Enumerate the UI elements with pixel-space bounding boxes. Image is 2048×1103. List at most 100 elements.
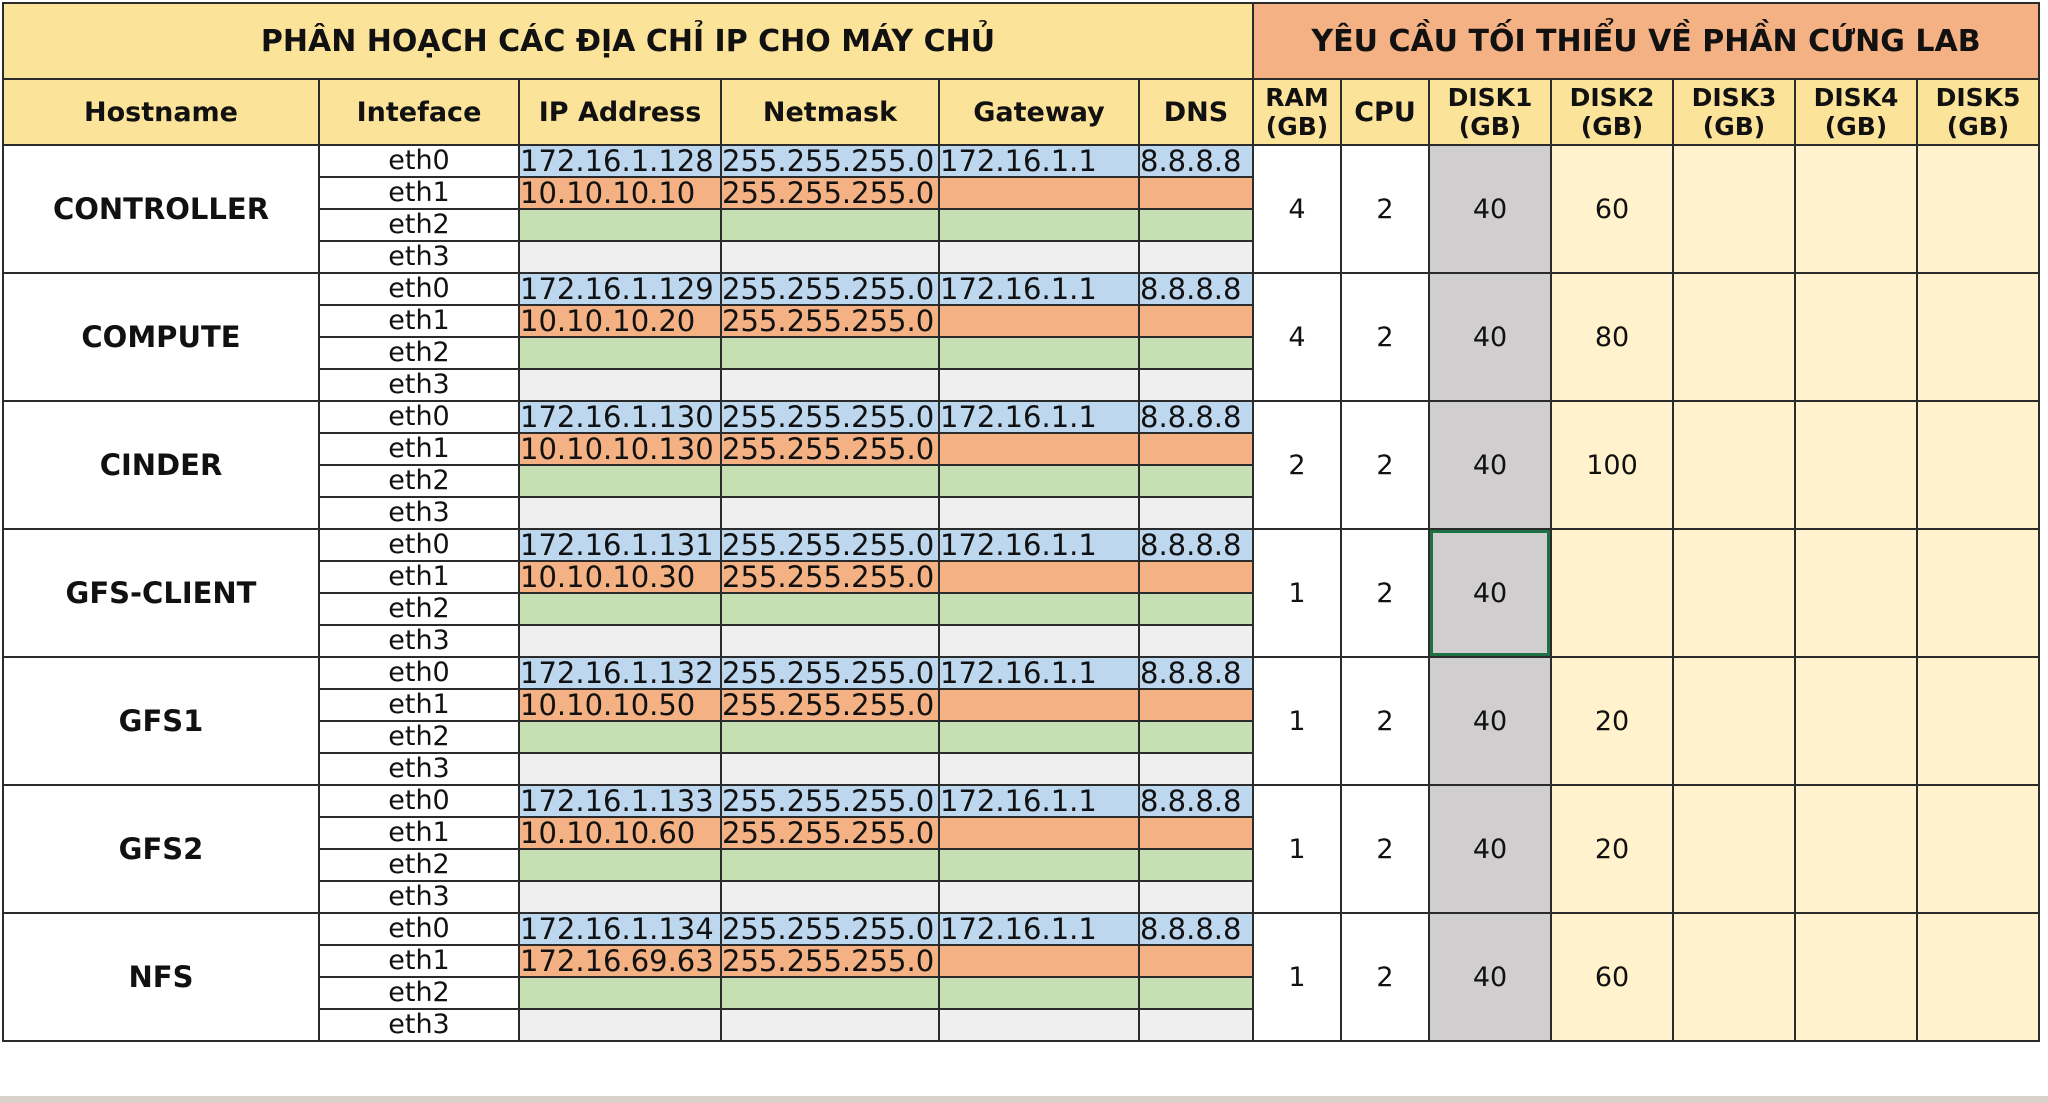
ip-cell[interactable]	[518, 368, 722, 402]
disk3-cell[interactable]	[1672, 784, 1796, 914]
netmask-cell[interactable]: 255.255.255.0	[720, 400, 940, 434]
gateway-cell[interactable]: 172.16.1.1	[938, 912, 1140, 946]
interface-cell[interactable]: eth2	[318, 848, 520, 882]
ip-cell[interactable]: 172.16.1.132	[518, 656, 722, 690]
netmask-cell[interactable]	[720, 240, 940, 274]
cpu-cell[interactable]: 2	[1340, 144, 1430, 274]
gateway-cell[interactable]: 172.16.1.1	[938, 400, 1140, 434]
disk2-cell[interactable]: 60	[1550, 144, 1674, 274]
cpu-cell[interactable]: 2	[1340, 784, 1430, 914]
interface-cell[interactable]: eth0	[318, 656, 520, 690]
dns-cell[interactable]	[1138, 848, 1254, 882]
interface-cell[interactable]: eth0	[318, 912, 520, 946]
ip-cell[interactable]: 10.10.10.30	[518, 560, 722, 594]
interface-cell[interactable]: eth3	[318, 1008, 520, 1042]
dns-cell[interactable]	[1138, 560, 1254, 594]
disk1-cell[interactable]: 40	[1428, 784, 1552, 914]
dns-cell[interactable]	[1138, 208, 1254, 242]
cpu-cell[interactable]: 2	[1340, 528, 1430, 658]
interface-cell[interactable]: eth2	[318, 336, 520, 370]
dns-cell[interactable]: 8.8.8.8	[1138, 400, 1254, 434]
gateway-cell[interactable]	[938, 880, 1140, 914]
netmask-cell[interactable]: 255.255.255.0	[720, 656, 940, 690]
hostname-cell[interactable]: NFS	[2, 912, 320, 1042]
ram-cell[interactable]: 4	[1252, 144, 1342, 274]
cpu-cell[interactable]: 2	[1340, 912, 1430, 1042]
gateway-cell[interactable]: 172.16.1.1	[938, 528, 1140, 562]
interface-cell[interactable]: eth3	[318, 240, 520, 274]
netmask-cell[interactable]: 255.255.255.0	[720, 912, 940, 946]
interface-cell[interactable]: eth0	[318, 144, 520, 178]
dns-cell[interactable]	[1138, 496, 1254, 530]
ip-cell[interactable]	[518, 208, 722, 242]
hostname-cell[interactable]: CINDER	[2, 400, 320, 530]
netmask-cell[interactable]	[720, 880, 940, 914]
dns-cell[interactable]	[1138, 752, 1254, 786]
ram-cell[interactable]: 1	[1252, 912, 1342, 1042]
interface-cell[interactable]: eth2	[318, 464, 520, 498]
gateway-cell[interactable]	[938, 432, 1140, 466]
gateway-cell[interactable]	[938, 752, 1140, 786]
ip-cell[interactable]: 172.16.1.128	[518, 144, 722, 178]
gateway-cell[interactable]	[938, 592, 1140, 626]
netmask-cell[interactable]	[720, 464, 940, 498]
disk2-cell[interactable]: 20	[1550, 656, 1674, 786]
disk3-cell[interactable]	[1672, 912, 1796, 1042]
netmask-cell[interactable]: 255.255.255.0	[720, 944, 940, 978]
dns-cell[interactable]	[1138, 1008, 1254, 1042]
ip-cell[interactable]	[518, 1008, 722, 1042]
disk2-cell[interactable]: 20	[1550, 784, 1674, 914]
gateway-cell[interactable]	[938, 176, 1140, 210]
header-dns[interactable]: DNS	[1138, 78, 1254, 146]
gateway-cell[interactable]	[938, 944, 1140, 978]
dns-cell[interactable]	[1138, 464, 1254, 498]
ip-cell[interactable]	[518, 240, 722, 274]
cpu-cell[interactable]: 2	[1340, 656, 1430, 786]
ip-cell[interactable]	[518, 496, 722, 530]
ip-cell[interactable]: 172.16.1.134	[518, 912, 722, 946]
disk2-cell[interactable]: 80	[1550, 272, 1674, 402]
hostname-cell[interactable]: GFS1	[2, 656, 320, 786]
disk2-cell[interactable]: 100	[1550, 400, 1674, 530]
dns-cell[interactable]	[1138, 240, 1254, 274]
gateway-cell[interactable]	[938, 688, 1140, 722]
disk3-cell[interactable]	[1672, 656, 1796, 786]
ip-cell[interactable]	[518, 976, 722, 1010]
header-ip-address[interactable]: IP Address	[518, 78, 722, 146]
netmask-cell[interactable]: 255.255.255.0	[720, 272, 940, 306]
interface-cell[interactable]: eth1	[318, 688, 520, 722]
dns-cell[interactable]	[1138, 688, 1254, 722]
interface-cell[interactable]: eth2	[318, 720, 520, 754]
interface-cell[interactable]: eth1	[318, 176, 520, 210]
disk4-cell[interactable]	[1794, 656, 1918, 786]
gateway-cell[interactable]	[938, 464, 1140, 498]
gateway-cell[interactable]	[938, 560, 1140, 594]
netmask-cell[interactable]	[720, 592, 940, 626]
netmask-cell[interactable]	[720, 496, 940, 530]
hostname-cell[interactable]: COMPUTE	[2, 272, 320, 402]
disk4-cell[interactable]	[1794, 144, 1918, 274]
dns-cell[interactable]	[1138, 304, 1254, 338]
disk5-cell[interactable]	[1916, 144, 2040, 274]
disk5-cell[interactable]	[1916, 912, 2040, 1042]
disk1-cell[interactable]: 40	[1428, 528, 1552, 658]
interface-cell[interactable]: eth3	[318, 624, 520, 658]
cpu-cell[interactable]: 2	[1340, 272, 1430, 402]
dns-cell[interactable]: 8.8.8.8	[1138, 912, 1254, 946]
disk5-cell[interactable]	[1916, 272, 2040, 402]
dns-cell[interactable]	[1138, 176, 1254, 210]
interface-cell[interactable]: eth1	[318, 816, 520, 850]
hostname-cell[interactable]: GFS2	[2, 784, 320, 914]
ram-cell[interactable]: 1	[1252, 528, 1342, 658]
disk5-cell[interactable]	[1916, 400, 2040, 530]
ip-cell[interactable]: 10.10.10.130	[518, 432, 722, 466]
ip-cell[interactable]: 172.16.1.131	[518, 528, 722, 562]
interface-cell[interactable]: eth0	[318, 528, 520, 562]
disk2-cell[interactable]	[1550, 528, 1674, 658]
gateway-cell[interactable]	[938, 496, 1140, 530]
header-disk3[interactable]: DISK3 (GB)	[1672, 78, 1796, 146]
interface-cell[interactable]: eth1	[318, 432, 520, 466]
header-ram[interactable]: RAM (GB)	[1252, 78, 1342, 146]
hw-requirements-title[interactable]: YÊU CẦU TỐI THIỂU VỀ PHẦN CỨNG LAB	[1252, 2, 2040, 80]
disk3-cell[interactable]	[1672, 144, 1796, 274]
